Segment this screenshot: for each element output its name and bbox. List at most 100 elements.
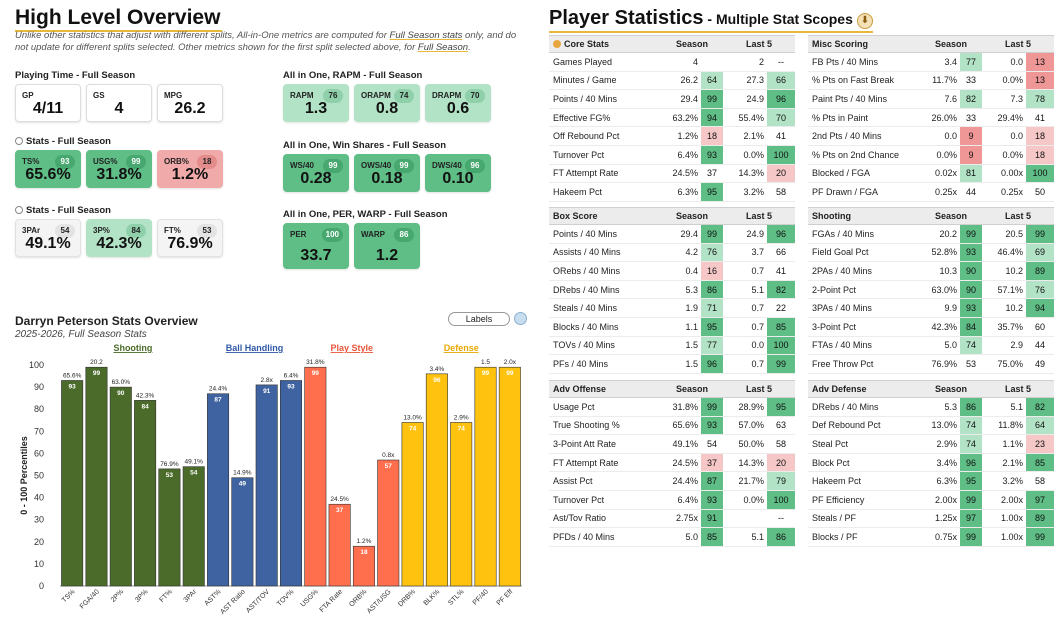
stat-name: Effective FG%	[549, 108, 661, 128]
full-season-link-1[interactable]: Full Season stats	[389, 30, 463, 41]
season-value: 1.9	[661, 298, 701, 318]
last5-header[interactable]: Last 5	[982, 207, 1055, 225]
last5-percentile: 20	[767, 453, 796, 473]
percentile-badge: 86	[394, 228, 414, 242]
radio-icon[interactable]	[15, 206, 23, 214]
season-percentile: 81	[960, 164, 983, 184]
season-header[interactable]: Season	[920, 380, 983, 398]
download-icon[interactable]: ⬇	[856, 13, 873, 29]
table-row: FB Pts / 40 Mins 3.4 77 0.0 13	[808, 52, 1055, 72]
stats-label-1[interactable]: Stats - Full Season	[15, 136, 111, 147]
last5-value: 0.7	[723, 261, 768, 281]
card-ts-pct: TS% 93 65.6%	[15, 150, 81, 188]
table-title: Adv Offense	[549, 380, 661, 398]
table-row: Hakeem Pct 6.3% 95 3.2% 58	[808, 471, 1055, 491]
season-header[interactable]: Season	[661, 35, 724, 53]
last5-value: 0.7	[723, 354, 768, 374]
card-label: FT%	[164, 226, 181, 235]
last5-percentile: 64	[1026, 416, 1055, 436]
y-tick-label: 20	[34, 537, 44, 547]
bar-blk-	[425, 373, 448, 587]
last5-percentile: 79	[767, 471, 796, 491]
card-drapm: DRAPM 70 0.6	[425, 84, 491, 122]
stat-name: Ast/Tov Ratio	[549, 509, 661, 529]
x-tick-label: AST/TOV	[245, 588, 271, 614]
season-percentile: 93	[960, 298, 983, 318]
table-row: Off Rebound Pct 1.2% 18 2.1% 41	[549, 126, 796, 146]
season-header[interactable]: Season	[661, 380, 724, 398]
y-tick-label: 80	[34, 404, 44, 414]
last5-header[interactable]: Last 5	[723, 207, 796, 225]
last5-header[interactable]: Last 5	[982, 35, 1055, 53]
stat-name: Points / 40 Mins	[549, 224, 661, 244]
card-value: 42.3%	[96, 235, 142, 252]
season-percentile: 33	[960, 108, 983, 128]
bar-stat-label: 0.8x	[382, 452, 395, 459]
season-percentile: 85	[701, 527, 724, 547]
table-row: Field Goal Pct 52.8% 93 46.4% 69	[808, 243, 1055, 263]
last5-value: 14.3%	[723, 453, 768, 473]
x-tick-label: 2P%	[110, 588, 125, 603]
card-rapm: RAPM 76 1.3	[283, 84, 349, 122]
season-value: 0.4	[661, 261, 701, 281]
card-gs: GS 4	[86, 84, 152, 122]
stat-name: DRebs / 40 Mins	[808, 397, 920, 417]
bar-stl-	[450, 422, 473, 587]
card-orb-pct: ORB% 18 1.2%	[157, 150, 223, 188]
bar-percentile-label: 93	[287, 383, 295, 390]
shooting-table: Shooting Season Last 5 FGAs / 40 Mins 20.2 99…	[808, 207, 1055, 374]
season-percentile: 96	[960, 453, 983, 473]
bar-percentile-label: 74	[458, 425, 466, 432]
bar-stat-label: 14.9%	[233, 470, 252, 477]
table-row: 3-Point Att Rate 49.1% 54 50.0% 58	[549, 434, 796, 454]
season-percentile: 82	[960, 89, 983, 109]
card-label: ORAPM	[361, 91, 391, 100]
bar-stat-label: 1.2%	[357, 538, 372, 545]
stat-name: Blocked / FGA	[808, 164, 920, 184]
last5-value: 2.9	[982, 336, 1027, 356]
bar-3par	[182, 466, 205, 587]
stat-name: % Pts in Paint	[808, 108, 920, 128]
radio-icon[interactable]	[15, 137, 23, 145]
last5-value: 27.3	[723, 71, 768, 91]
x-tick-label: AST/USG	[366, 588, 393, 615]
labels-toggle-switch[interactable]	[514, 312, 527, 325]
stat-name: Assist Pct	[549, 471, 661, 491]
season-percentile: 90	[960, 261, 983, 281]
last5-value: 1.00x	[982, 509, 1027, 529]
season-header[interactable]: Season	[920, 207, 983, 225]
season-percentile: 99	[701, 397, 724, 417]
last5-value: 3.2%	[723, 182, 768, 202]
stats-title-text: Player Statistics	[549, 7, 704, 29]
season-header[interactable]: Season	[661, 207, 724, 225]
high-level-overview-panel: High Level Overview Unlike other statist…	[15, 0, 530, 633]
percentile-badge: 74	[394, 89, 414, 103]
stat-name: Steals / PF	[808, 509, 920, 529]
card-gp: GP 4/11	[15, 84, 81, 122]
stat-name: True Shooting %	[549, 416, 661, 436]
last5-percentile: 18	[1026, 145, 1055, 165]
stat-name: FB Pts / 40 Mins	[808, 52, 920, 72]
season-value: 4	[661, 52, 701, 72]
full-season-link-2[interactable]: Full Season	[417, 41, 469, 53]
stats-label-2[interactable]: Stats - Full Season	[15, 205, 111, 216]
last5-header[interactable]: Last 5	[982, 380, 1055, 398]
season-header[interactable]: Season	[920, 35, 983, 53]
table-row: Effective FG% 63.2% 94 55.4% 70	[549, 108, 796, 128]
bar-percentile-label: 87	[214, 397, 222, 404]
card-value: 4/11	[32, 100, 64, 117]
stat-name: Turnover Pct	[549, 490, 661, 510]
stat-name: FT Attempt Rate	[549, 453, 661, 473]
labels-toggle-button[interactable]: Labels	[448, 312, 510, 326]
season-percentile: 86	[701, 280, 724, 300]
y-tick-label: 50	[34, 471, 44, 481]
last5-percentile: 41	[767, 261, 796, 281]
last5-header[interactable]: Last 5	[723, 380, 796, 398]
card-ft-pct: FT% 53 76.9%	[157, 219, 223, 257]
x-tick-label: TOV%	[276, 588, 295, 607]
last5-header[interactable]: Last 5	[723, 35, 796, 53]
x-tick-label: FGA/40	[79, 588, 101, 610]
bar-ast-ratio	[231, 477, 254, 587]
last5-value: 14.3%	[723, 164, 768, 184]
card-value: 1.3	[304, 100, 328, 117]
